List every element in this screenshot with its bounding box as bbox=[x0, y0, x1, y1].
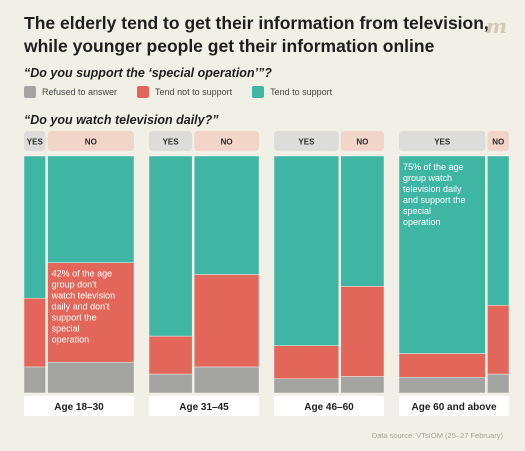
column-header-label: NO bbox=[221, 138, 233, 147]
segment-tend-to-support bbox=[23, 155, 46, 299]
segment-tend-to-support bbox=[487, 155, 510, 306]
segment-tend-not-to-support bbox=[47, 262, 135, 363]
legend-swatch-not-support bbox=[137, 86, 150, 98]
legend-item-refused: Refused to answer bbox=[24, 86, 117, 98]
column-header-yes-4 bbox=[399, 131, 486, 151]
segment-tend-not-to-support bbox=[273, 345, 340, 380]
segment-tend-to-support bbox=[47, 155, 135, 263]
column-header-label: YES bbox=[163, 138, 180, 147]
legend-label-not-support: Tend not to support bbox=[155, 87, 233, 97]
segment-tend-not-to-support bbox=[148, 335, 193, 375]
column-header-label: YES bbox=[434, 138, 451, 147]
column-header-label: NO bbox=[492, 138, 504, 147]
group-label: Age 60 and above bbox=[411, 402, 496, 413]
column-header-yes-2 bbox=[149, 131, 193, 151]
column-header-no-3 bbox=[340, 131, 384, 151]
column-header-label: YES bbox=[27, 138, 44, 147]
group-label: Age 31–45 bbox=[179, 402, 229, 413]
column-header-label: NO bbox=[85, 138, 97, 147]
annotation-text: 75% of the age group watch television dail… bbox=[403, 162, 466, 227]
column-header-label: NO bbox=[356, 138, 368, 147]
group-label-box bbox=[149, 396, 259, 416]
segment-refused-to-answer bbox=[23, 366, 46, 394]
segment-tend-not-to-support bbox=[487, 305, 510, 375]
group-label: Age 46–60 bbox=[304, 402, 354, 413]
segment-tend-to-support bbox=[398, 155, 486, 354]
legend-item-support: Tend to support bbox=[252, 86, 332, 98]
title-line-2: while younger people get their informati… bbox=[24, 36, 435, 56]
segment-tend-to-support bbox=[193, 155, 260, 275]
segment-tend-not-to-support bbox=[23, 297, 46, 368]
segment-refused-to-answer bbox=[487, 373, 510, 394]
question-support: “Do you support the ‘special operation’”… bbox=[24, 66, 272, 80]
legend-label-refused: Refused to answer bbox=[42, 87, 118, 97]
segment-refused-to-answer bbox=[273, 378, 340, 394]
question-tv: “Do you watch television daily?” bbox=[24, 113, 219, 127]
segment-refused-to-answer bbox=[148, 373, 193, 394]
segment-tend-to-support bbox=[148, 155, 193, 337]
legend-item-not-support: Tend not to support bbox=[137, 86, 232, 98]
legend-label-support: Tend to support bbox=[270, 87, 333, 97]
segment-tend-not-to-support bbox=[340, 286, 385, 377]
legend-swatch-support bbox=[252, 86, 265, 98]
segment-tend-to-support bbox=[340, 155, 385, 287]
group-label-box bbox=[399, 396, 509, 416]
legend: Refused to answer Tend not to support Te… bbox=[24, 86, 332, 98]
annotation-text: 42% of the age group don't watch televisio… bbox=[51, 269, 116, 345]
column-header-no-1 bbox=[47, 131, 134, 151]
column-header-no-2 bbox=[194, 131, 259, 151]
column-header-label: YES bbox=[298, 138, 315, 147]
column-header-no-4 bbox=[487, 131, 509, 151]
segment-refused-to-answer bbox=[340, 376, 385, 394]
segment-tend-to-support bbox=[273, 155, 340, 346]
column-header-yes-3 bbox=[274, 131, 339, 151]
group-label-box bbox=[24, 396, 134, 416]
column-header-yes-1 bbox=[24, 131, 46, 151]
segment-refused-to-answer bbox=[398, 376, 486, 394]
segment-tend-not-to-support bbox=[193, 274, 260, 368]
segment-tend-not-to-support bbox=[398, 353, 486, 378]
legend-swatch-refused bbox=[24, 86, 36, 98]
title-line-1: The elderly tend to get their informatio… bbox=[24, 13, 489, 33]
segment-refused-to-answer bbox=[193, 366, 260, 394]
chart-title: The elderly tend to get their informatio… bbox=[24, 12, 494, 58]
data-source: Data source: VTsIOM (25–27 February) bbox=[371, 431, 503, 440]
group-label-box bbox=[274, 396, 384, 416]
publisher-logo: m bbox=[485, 14, 507, 38]
group-label: Age 18–30 bbox=[54, 402, 104, 413]
segment-refused-to-answer bbox=[47, 361, 135, 394]
